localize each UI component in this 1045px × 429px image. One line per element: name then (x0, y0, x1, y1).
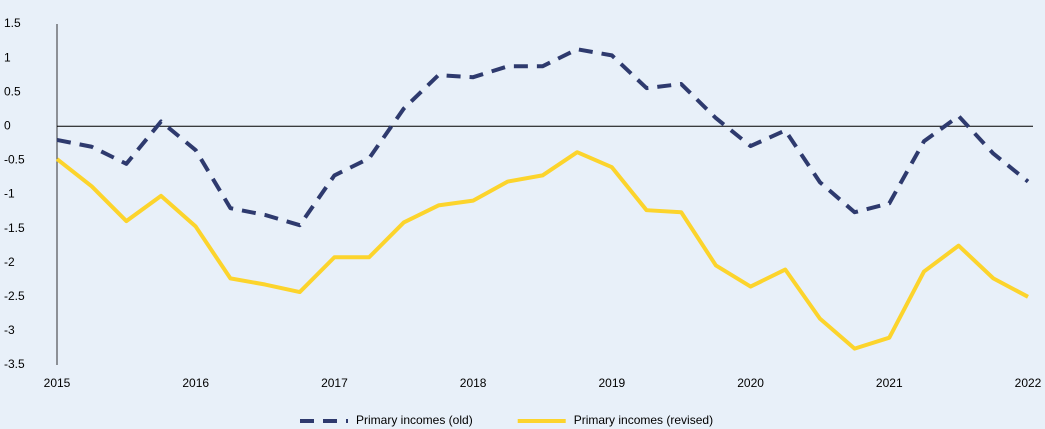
y-tick-label: -3 (4, 323, 15, 337)
y-tick-label: -2 (4, 255, 15, 269)
y-tick-label: -2.5 (4, 289, 25, 303)
x-tick-label: 2019 (599, 376, 626, 390)
y-tick-label: 1.5 (4, 16, 21, 30)
y-tick-label: 0.5 (4, 84, 21, 98)
x-tick-label: 2021 (876, 376, 903, 390)
legend-label: Primary incomes (old) (356, 413, 473, 427)
x-tick-label: 2018 (460, 376, 487, 390)
x-tick-label: 2022 (1015, 376, 1042, 390)
x-tick-label: 2016 (182, 376, 209, 390)
y-tick-label: -1.5 (4, 221, 25, 235)
x-tick-label: 2015 (44, 376, 71, 390)
y-tick-label: 0 (4, 118, 11, 132)
legend-label: Primary incomes (revised) (574, 413, 713, 427)
x-tick-label: 2020 (737, 376, 764, 390)
y-tick-label: -1 (4, 187, 15, 201)
y-tick-label: -3.5 (4, 357, 25, 371)
y-tick-label: 1 (4, 50, 11, 64)
x-tick-label: 2017 (321, 376, 348, 390)
series-line (55, 150, 1029, 351)
y-tick-label: -0.5 (4, 153, 25, 167)
series-line (56, 47, 1030, 228)
